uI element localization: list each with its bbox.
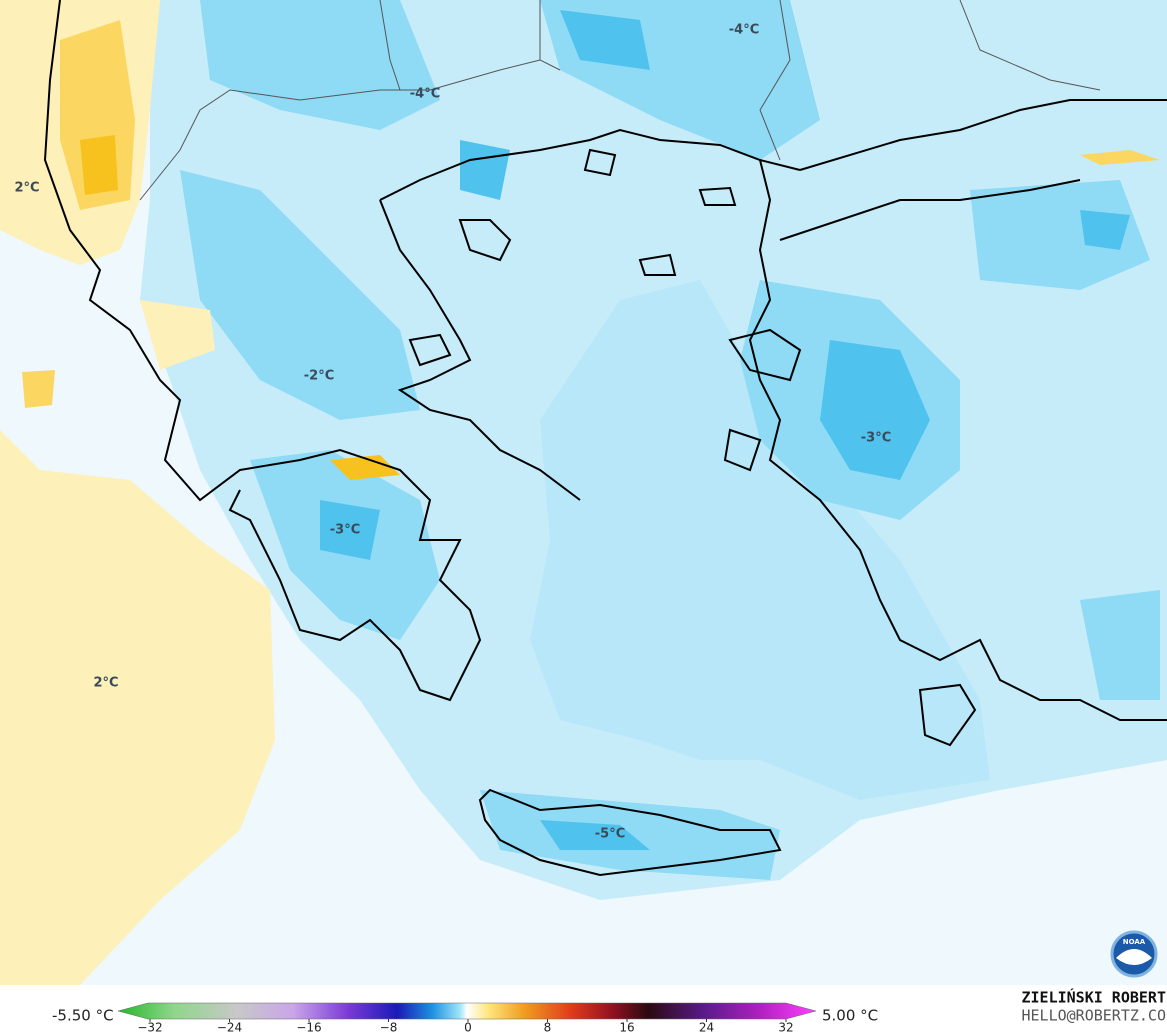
- colorbar-min: -5.50 °C: [52, 1007, 114, 1025]
- anomaly-warm-strong: [80, 135, 118, 195]
- contour-labels: 2°C -4°C -4°C -2°C -3°C -3°C 2°C -5°C: [14, 23, 891, 842]
- colorbar-tick-label: 24: [699, 1021, 714, 1035]
- anomaly-warm: [22, 370, 55, 408]
- anomaly-warm: [140, 300, 215, 370]
- contour-label: -4°C: [729, 23, 759, 38]
- contour-label: -4°C: [410, 87, 440, 102]
- logo-wave: [1116, 949, 1152, 965]
- credits: NOAA ZIELIŃSKI ROBERT HELLO@ROBERTZ.CO: [1022, 930, 1167, 1025]
- logo-text: NOAA: [1123, 938, 1146, 946]
- colorbar-max: 5.00 °C: [822, 1007, 878, 1025]
- contour-label: -5°C: [595, 827, 625, 842]
- anomaly-strong: [320, 10, 1130, 850]
- contour-label: -3°C: [330, 523, 360, 538]
- border: [139, 0, 1101, 201]
- colorbar-tick-label: −8: [380, 1021, 398, 1035]
- colorbar-tick-label: 0: [464, 1021, 472, 1035]
- colorbar: -5.50 °C 5.00 °C −32 −24 −16 −8 0 8 16 24 32: [0, 985, 1167, 1035]
- author: ZIELIŃSKI ROBERT: [1022, 988, 1167, 1007]
- colorbar-tick-label: 16: [619, 1021, 634, 1035]
- contact: HELLO@ROBERTZ.CO: [1022, 1007, 1167, 1025]
- coastline: [43, 0, 1167, 877]
- colorbar-tick-label: 8: [544, 1021, 552, 1035]
- anomaly-warm: [0, 430, 275, 985]
- colorbar-tick-label: −16: [296, 1021, 321, 1035]
- map: 2°C -4°C -4°C -2°C -3°C -3°C 2°C -5°C: [0, 0, 1167, 985]
- colorbar-tick-label: 32: [778, 1021, 793, 1035]
- colorbar-tick-label: −24: [217, 1021, 242, 1035]
- anomaly-warm: [1080, 150, 1160, 165]
- anomaly-light: [530, 280, 990, 800]
- colorbar-scale: [117, 1002, 817, 1020]
- contour-label: 2°C: [14, 181, 39, 196]
- anomaly-warm-strong: [330, 455, 400, 480]
- anomaly-medium: [180, 0, 1160, 880]
- contour-label: -3°C: [861, 431, 891, 446]
- contour-label: -2°C: [304, 369, 334, 384]
- colorbar-tick-label: −32: [137, 1021, 162, 1035]
- contour-label: 2°C: [93, 676, 118, 691]
